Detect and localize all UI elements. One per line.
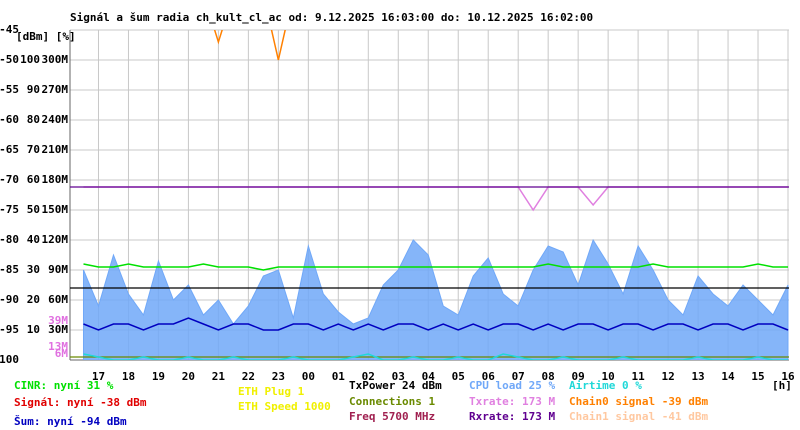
- x-tick-label: 16: [781, 370, 795, 383]
- y-tick-label: -60: [0, 113, 19, 126]
- labels: -100 -95 -90 -85 -80 -75 -70 -65 -60 -55 -50 -45 10 2…: [0, 23, 795, 428]
- y-tick-label: -65: [0, 143, 19, 156]
- y-tick-label: -90: [0, 293, 19, 306]
- x-tick-label: 07: [512, 370, 525, 383]
- y-tick-label: -50: [0, 53, 19, 66]
- legend-entry: Chain1 signal -41 dBm: [569, 410, 708, 423]
- y-tick-label: -45: [0, 23, 19, 36]
- legend-entry: Airtime 0 %: [569, 379, 642, 392]
- y-tick-label: -100: [0, 353, 19, 366]
- x-tick-label: 10: [602, 370, 615, 383]
- annotation: 13M: [48, 340, 68, 353]
- y-tick-label: -70: [0, 173, 19, 186]
- legend-entry: Signál: nyní -38 dBm: [14, 396, 147, 409]
- x-tick-label: 08: [542, 370, 555, 383]
- annotation: 6M: [55, 347, 69, 360]
- legend-entry: Txrate: 173 M: [469, 395, 555, 408]
- y-tick-label: 50: [27, 203, 40, 216]
- x-tick-label: 00: [302, 370, 315, 383]
- x-tick-label: 20: [182, 370, 195, 383]
- y-tick-label: 120M: [42, 233, 69, 246]
- x-tick-label: 12: [661, 370, 674, 383]
- x-tick-label: 22: [242, 370, 255, 383]
- x-tick-label: 11: [631, 370, 645, 383]
- series-line: [83, 353, 789, 360]
- legend-entry: CPU load 25 %: [469, 379, 555, 392]
- x-unit-label: [h]: [772, 379, 792, 392]
- y-tick-label: 20: [27, 293, 40, 306]
- annotation: 39M: [48, 314, 68, 327]
- legend-entry: CINR: nyní 31 %: [14, 379, 114, 392]
- legend-entry: TxPower 24 dBm: [349, 379, 442, 392]
- legend-entry: ETH Speed 1000: [238, 400, 331, 413]
- y-tick-label: 180M: [42, 173, 69, 186]
- x-tick-label: 13: [691, 370, 704, 383]
- y-tick-label: 90: [27, 83, 40, 96]
- y-tick-label: 210M: [42, 143, 69, 156]
- marks: [70, 30, 789, 360]
- y-unit-label: [dBm] [%]: [16, 30, 76, 43]
- y-tick-label: -75: [0, 203, 19, 216]
- legend-entry: Connections 1: [349, 395, 435, 408]
- y-tick-label: -80: [0, 233, 19, 246]
- y-tick-label: 30: [27, 263, 40, 276]
- y-tick-label: 240M: [42, 113, 69, 126]
- y-tick-label: 150M: [42, 203, 69, 216]
- y-tick-label: 100: [20, 53, 40, 66]
- x-tick-label: 09: [572, 370, 585, 383]
- x-tick-label: 19: [152, 370, 165, 383]
- y-tick-label: 60: [27, 173, 40, 186]
- y-tick-label: 70: [27, 143, 40, 156]
- series-area: [82, 238, 789, 360]
- y-tick-label: 30M: [48, 323, 68, 336]
- y-tick-label: 90M: [48, 263, 68, 276]
- y-tick-label: 80: [27, 113, 40, 126]
- legend-entry: Freq 5700 MHz: [349, 410, 435, 423]
- legend-entry: ETH Plug 1: [238, 385, 305, 398]
- y-tick-label: 40: [27, 233, 40, 246]
- x-tick-label: 06: [482, 370, 496, 383]
- x-tick-label: 04: [422, 370, 436, 383]
- x-tick-label: 21: [212, 370, 226, 383]
- x-tick-label: 18: [122, 370, 135, 383]
- x-tick-label: 02: [362, 370, 375, 383]
- y-tick-label: 60M: [48, 293, 68, 306]
- chart-title: Signál a šum radia ch_kult_cl_ac od: 9.1…: [70, 11, 593, 24]
- y-tick-label: -55: [0, 83, 19, 96]
- series-line: [83, 263, 789, 271]
- y-tick-label: 10: [27, 323, 40, 336]
- legend-entry: Chain0 signal -39 dBm: [569, 395, 708, 408]
- x-tick-label: 23: [272, 370, 285, 383]
- y-tick-label: 300M: [42, 53, 69, 66]
- series-line: [83, 317, 789, 331]
- x-tick-label: 14: [721, 370, 735, 383]
- y-tick-label: -95: [0, 323, 19, 336]
- legend-entry: Šum: nyní -94 dBm: [14, 415, 127, 428]
- x-tick-label: 17: [92, 370, 105, 383]
- x-tick-label: 01: [332, 370, 346, 383]
- x-tick-label: 05: [452, 370, 465, 383]
- y-tick-label: 270M: [42, 83, 69, 96]
- legend-entry: Rxrate: 173 M: [469, 410, 555, 423]
- x-tick-label: 03: [392, 370, 405, 383]
- x-tick-label: 15: [751, 370, 764, 383]
- y-tick-label: -85: [0, 263, 19, 276]
